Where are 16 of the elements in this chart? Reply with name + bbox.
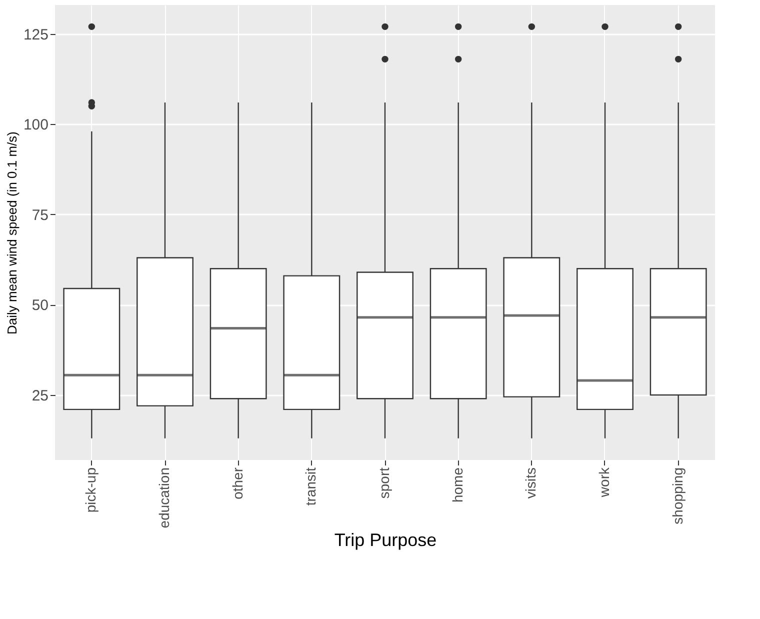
x-tick-label: shopping [669,468,686,524]
x-tick-label: pick-up [82,467,99,513]
x-tick-label: home [449,467,466,503]
y-tick-label: 50 [32,297,48,314]
x-tick-label: work [596,466,612,498]
y-tick-label: 75 [32,206,48,224]
y-tick-label: 100 [23,116,48,134]
x-tick-label: visits [522,468,539,499]
y-tick-label: 125 [23,26,48,44]
x-tick-label: other [229,467,246,500]
x-tick-label: sport [376,467,392,499]
y-axis-title: Daily mean wind speed (in 0.1 m/s) [4,131,20,335]
x-tick-label: transit [302,467,319,506]
x-tick-label: education [156,468,172,528]
y-tick-label: 25 [32,388,48,404]
x-axis-title: Trip Purpose [334,530,437,550]
